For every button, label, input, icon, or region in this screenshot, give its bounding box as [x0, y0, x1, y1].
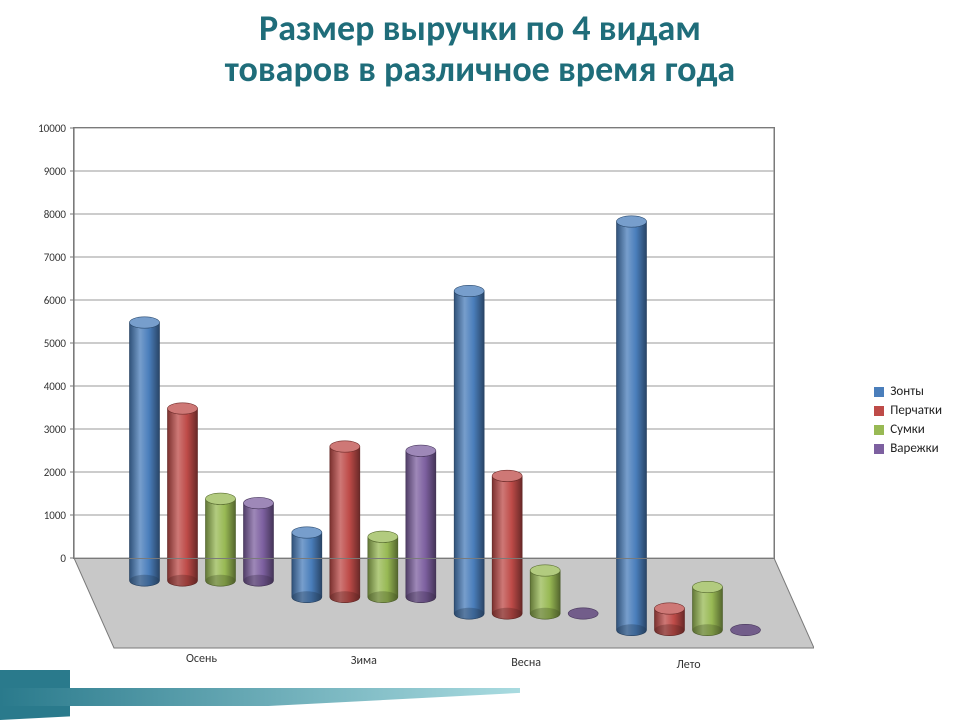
bar-cylinder — [693, 581, 723, 635]
bar-cylinder — [330, 441, 360, 603]
legend-label: Перчатки — [890, 403, 942, 418]
bar-cylinder — [731, 624, 761, 635]
legend-item: Варежки — [874, 441, 942, 456]
bar-cylinder — [454, 285, 484, 619]
bar-cylinder — [568, 608, 598, 619]
bar-cylinder — [492, 470, 522, 619]
legend-swatch — [874, 406, 884, 416]
y-tick-label: 2000 — [44, 466, 67, 479]
bar-cylinder — [206, 493, 236, 586]
y-tick-label: 3000 — [44, 423, 67, 436]
legend-label: Сумки — [890, 422, 925, 437]
bar-cylinder — [406, 445, 436, 603]
y-tick-label: 5000 — [44, 337, 67, 350]
chart-title: Размер выручки по 4 видам товаров в разл… — [0, 8, 960, 91]
x-category-label: Зима — [351, 654, 377, 668]
bar-cylinder — [655, 603, 685, 636]
chart-legend: Зонты Перчатки Сумки Варежки — [874, 380, 942, 460]
bar-cylinder — [530, 565, 560, 619]
legend-item: Сумки — [874, 422, 942, 437]
title-line-1: Размер выручки по 4 видам — [259, 6, 701, 50]
legend-item: Зонты — [874, 384, 942, 399]
x-category-label: Осень — [186, 652, 217, 666]
legend-label: Варежки — [890, 441, 938, 456]
bar-cylinder — [244, 497, 274, 586]
y-tick-label: 10000 — [38, 122, 66, 135]
title-line-2: товаров в различное время года — [225, 47, 735, 91]
legend-swatch — [874, 444, 884, 454]
y-tick-label: 9000 — [44, 165, 67, 178]
y-tick-label: 6000 — [44, 294, 67, 307]
bar-cylinder — [368, 531, 398, 603]
y-tick-label: 8000 — [44, 208, 67, 221]
legend-item: Перчатки — [874, 403, 942, 418]
revenue-3d-chart: 0 1000 2000 3000 4000 5000 6000 7000 8000 9000 100… — [14, 118, 814, 678]
y-tick-label: 0 — [60, 552, 66, 565]
x-category-label: Весна — [511, 656, 541, 670]
bar-cylinder — [292, 527, 322, 603]
y-tick-label: 7000 — [44, 251, 67, 264]
legend-swatch — [874, 387, 884, 397]
bar-cylinder — [130, 317, 160, 586]
legend-swatch — [874, 425, 884, 435]
y-tick-label: 1000 — [44, 509, 67, 522]
y-tick-label: 4000 — [44, 380, 67, 393]
x-category-label: Лето — [676, 658, 700, 672]
legend-label: Зонты — [890, 384, 924, 399]
bar-cylinder — [617, 216, 647, 636]
